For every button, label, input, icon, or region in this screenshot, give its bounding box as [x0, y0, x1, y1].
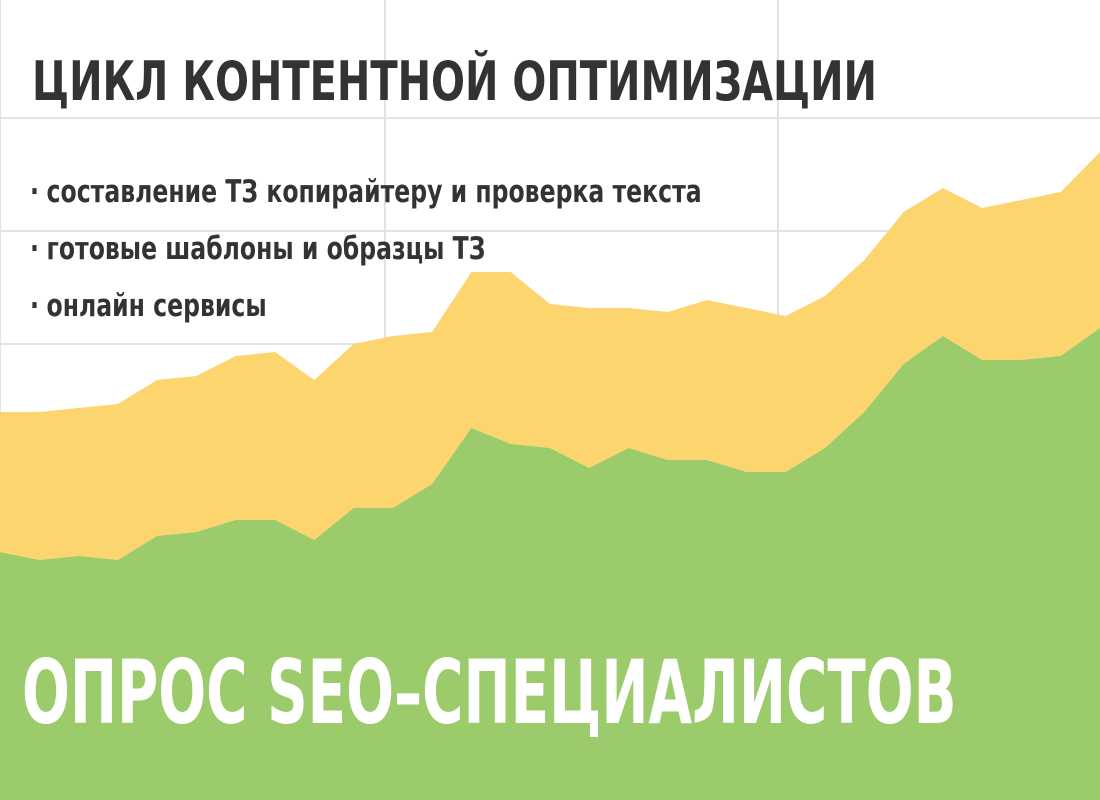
bullet-list: · составление ТЗ копирайтеру и проверка т…	[30, 164, 914, 335]
bullet-text: готовые шаблоны и образцы ТЗ	[46, 231, 486, 267]
footer-title: ОПРОС SEO–СПЕЦИАЛИСТОВ	[22, 641, 957, 744]
bullet-dot: ·	[30, 288, 39, 324]
green-area-series	[0, 328, 1100, 800]
yellow-area-series	[0, 152, 1100, 560]
bullet-dot: ·	[30, 174, 39, 210]
bullet-item: · онлайн сервисы	[30, 278, 702, 335]
bullet-text: составление ТЗ копирайтеру и проверка те…	[46, 174, 702, 210]
bullet-dot: ·	[30, 231, 39, 267]
bullet-item: · готовые шаблоны и образцы ТЗ	[30, 221, 702, 278]
slide-title: ЦИКЛ КОНТЕНТНОЙ ОПТИМИЗАЦИИ	[32, 50, 877, 113]
bullet-text: онлайн сервисы	[46, 288, 267, 324]
bullet-item: · составление ТЗ копирайтеру и проверка т…	[30, 164, 702, 221]
chart-areas	[0, 152, 1100, 800]
